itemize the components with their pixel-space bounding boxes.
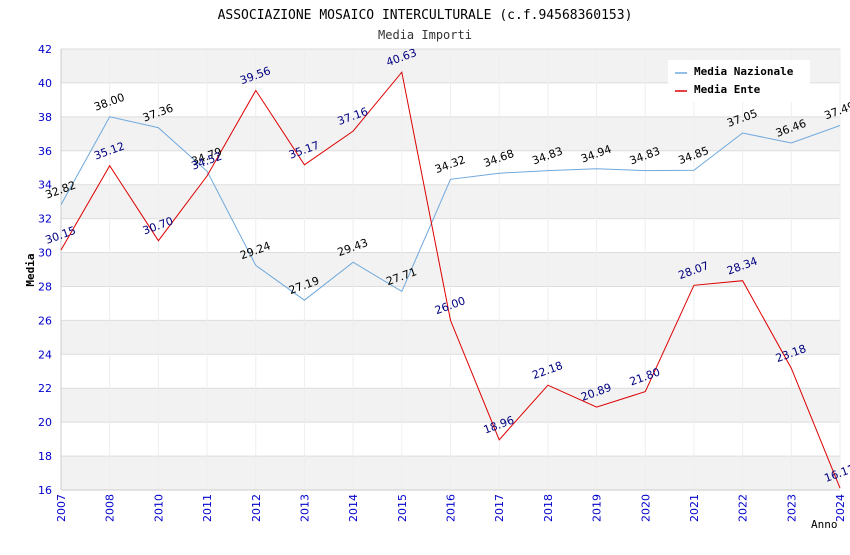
x-tick-label: 2007 bbox=[55, 494, 68, 522]
y-tick-label: 36 bbox=[38, 145, 52, 158]
y-tick-label: 26 bbox=[38, 314, 52, 327]
y-tick-label: 16 bbox=[38, 484, 52, 497]
x-tick-label: 2011 bbox=[201, 494, 214, 522]
x-tick-label: 2021 bbox=[688, 494, 701, 522]
x-tick-labels: 2007 2008 2010 2011 2012 2013 2014 2015 2016 2017… bbox=[55, 494, 847, 522]
x-tick-label: 2017 bbox=[493, 494, 506, 522]
y-tick-label: 32 bbox=[38, 213, 52, 226]
x-tick-label: 2022 bbox=[737, 494, 750, 522]
x-tick-label: 2013 bbox=[298, 494, 311, 522]
series-lines bbox=[60, 71, 841, 489]
x-axis-label: Anno bbox=[811, 518, 838, 531]
y-tick-label: 42 bbox=[38, 43, 52, 56]
y-axis-label: Media bbox=[24, 253, 37, 286]
y-tick-label: 18 bbox=[38, 450, 52, 463]
series-line-nazionale bbox=[60, 116, 841, 301]
x-tick-label: 2018 bbox=[542, 494, 555, 522]
y-tick-label: 40 bbox=[38, 77, 52, 90]
x-tick-label: 2016 bbox=[445, 494, 458, 522]
x-tick-label: 2008 bbox=[104, 494, 117, 522]
y-tick-label: 20 bbox=[38, 416, 52, 429]
x-tick-label: 2015 bbox=[396, 494, 409, 522]
axes bbox=[60, 49, 840, 491]
y-tick-label: 34 bbox=[38, 179, 52, 192]
legend-label-ente: Media Ente bbox=[694, 83, 761, 96]
y-tick-label: 22 bbox=[38, 382, 52, 395]
x-tick-label: 2010 bbox=[152, 494, 165, 522]
x-tick-label: 2023 bbox=[785, 494, 798, 522]
y-tick-label: 30 bbox=[38, 247, 52, 260]
x-tick-label: 2024 bbox=[834, 494, 847, 522]
y-tick-labels: 16 18 20 22 24 26 28 30 32 34 36 38 40 42 bbox=[38, 43, 52, 497]
series-line-ente bbox=[60, 71, 841, 489]
data-label: 37.49 bbox=[823, 99, 850, 122]
legend-label-nazionale: Media Nazionale bbox=[694, 65, 794, 78]
x-tick-label: 2012 bbox=[250, 494, 263, 522]
x-tick-label: 2014 bbox=[347, 494, 360, 522]
legend: Media Nazionale Media Ente bbox=[668, 60, 810, 102]
y-tick-label: 28 bbox=[38, 280, 52, 293]
y-tick-label: 38 bbox=[38, 111, 52, 124]
x-tick-label: 2020 bbox=[639, 494, 652, 522]
x-tick-label: 2019 bbox=[591, 494, 604, 522]
legend-background bbox=[668, 60, 810, 102]
chart-subtitle: Media Importi bbox=[378, 28, 472, 42]
chart-title: ASSOCIAZIONE MOSAICO INTERCULTURALE (c.f… bbox=[218, 8, 633, 23]
y-tick-label: 24 bbox=[38, 348, 52, 361]
